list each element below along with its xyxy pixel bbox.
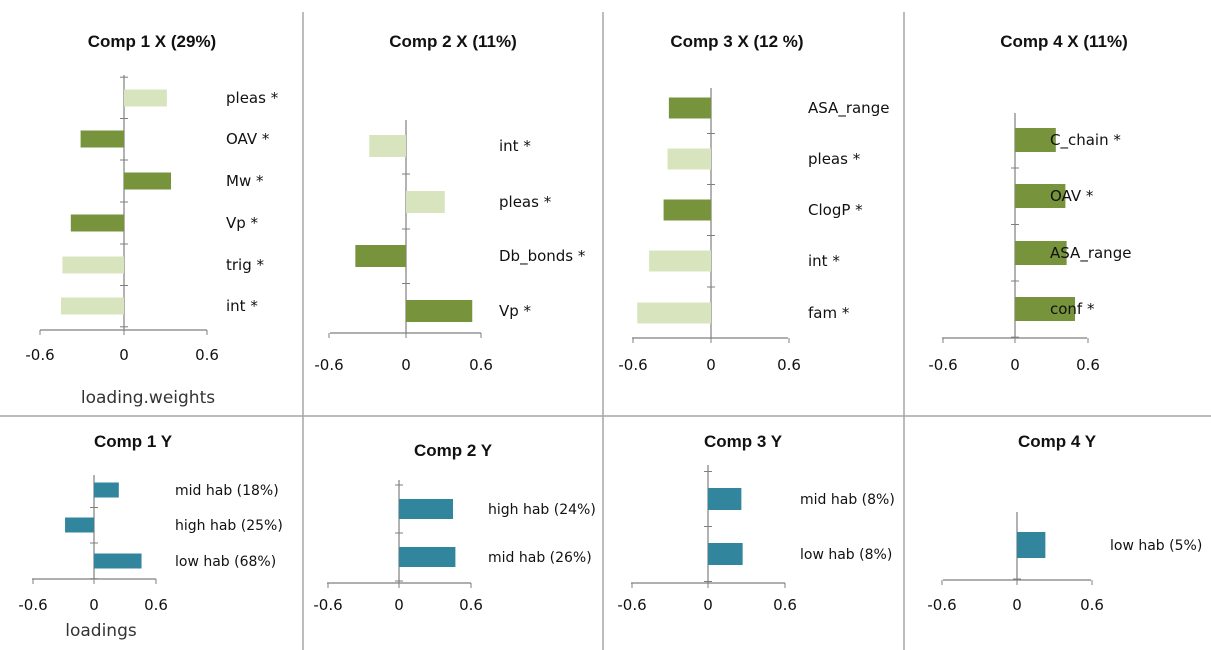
bar-4 [1015, 297, 1075, 321]
x-tick-label: 0 [706, 356, 716, 374]
category-label: ASA_range [808, 99, 889, 118]
bar-2 [667, 148, 711, 170]
chart-title: Comp 4 Y [1018, 432, 1097, 451]
chart-title: Comp 3 X (12 %) [670, 32, 803, 51]
x-tick-label: -0.6 [618, 356, 647, 374]
bar-2 [399, 547, 456, 567]
x-tick-label: 0 [89, 596, 99, 614]
category-label: pleas * [226, 89, 279, 107]
x-tick-label: -0.6 [25, 346, 54, 364]
x-tick-label: 0.6 [469, 356, 493, 374]
category-label: low hab (8%) [800, 547, 892, 563]
category-label: ASA_range [1050, 244, 1131, 263]
bar-3 [1015, 241, 1067, 265]
bar-3 [94, 553, 142, 569]
bar-1 [94, 482, 119, 498]
category-label: int * [226, 297, 258, 315]
x-tick-label: 0.6 [773, 596, 797, 614]
x-axis-title: loading.weights [81, 388, 215, 408]
bar-4 [70, 214, 124, 232]
chart-panel-5: Comp 1 Y -0.6 0 0.6 mid hab (18%) high hab (2… [18, 432, 282, 641]
bar-1 [399, 499, 453, 519]
category-label: mid hab (8%) [800, 492, 895, 508]
chart-title: Comp 2 X (11%) [389, 32, 517, 51]
x-tick-label: -0.6 [927, 596, 956, 614]
category-label: trig * [226, 256, 265, 274]
bar-1 [1015, 128, 1056, 152]
x-tick-label: 0.6 [777, 356, 801, 374]
x-axis-title: loadings [65, 621, 137, 641]
bar-4 [649, 250, 711, 272]
bar-1 [708, 488, 742, 510]
bar-3 [663, 199, 711, 221]
x-tick-label: 0 [703, 596, 713, 614]
bar-4 [406, 300, 473, 322]
category-label: mid hab (18%) [175, 483, 279, 499]
bar-2 [406, 191, 445, 213]
chart-panel-8: Comp 4 Y -0.6 0 0.6 low hab (5%) [927, 432, 1202, 614]
x-tick-label: 0.6 [195, 346, 219, 364]
category-label: Mw * [226, 172, 264, 190]
category-label: Vp * [499, 302, 532, 320]
category-label: Vp * [226, 214, 259, 232]
chart-title: Comp 1 X (29%) [88, 32, 216, 51]
bar-3 [124, 172, 172, 190]
category-label: high hab (24%) [488, 502, 596, 518]
bar-5 [62, 256, 124, 274]
x-tick-label: 0 [394, 596, 404, 614]
category-label: int * [499, 137, 531, 155]
chart-title: Comp 2 Y [414, 441, 493, 460]
category-label: C_chain * [1050, 131, 1121, 150]
category-label: pleas * [808, 150, 861, 168]
category-label: OAV * [226, 130, 270, 148]
chart-title: Comp 1 Y [94, 432, 173, 451]
category-label: fam * [808, 304, 850, 322]
x-tick-label: 0 [119, 346, 129, 364]
x-tick-label: 0.6 [144, 596, 168, 614]
chart-title: Comp 3 Y [704, 432, 783, 451]
x-tick-label: 0.6 [1080, 596, 1104, 614]
chart-panel-1: Comp 1 X (29%) -0.6 0 0.6 pleas * OAV * Mw * Vp… [25, 32, 278, 408]
category-label: int * [808, 252, 840, 270]
bar-6 [61, 297, 124, 315]
x-tick-label: -0.6 [314, 356, 343, 374]
x-tick-label: -0.6 [928, 356, 957, 374]
category-label: low hab (5%) [1110, 538, 1202, 554]
chart-panel-6: Comp 2 Y -0.6 0 0.6 high hab (24%) mid hab (2… [313, 441, 595, 614]
x-tick-label: 0 [1010, 356, 1020, 374]
category-label: ClogP * [808, 201, 863, 219]
chart-panel-2: Comp 2 X (11%) -0.6 0 0.6 int * pleas * Db_bon… [314, 32, 586, 374]
bar-1 [668, 97, 711, 119]
category-label: Db_bonds * [499, 247, 586, 266]
x-tick-label: 0 [401, 356, 411, 374]
x-tick-label: -0.6 [18, 596, 47, 614]
bar-5 [637, 302, 711, 324]
category-label: conf * [1050, 300, 1095, 318]
x-tick-label: 0 [1012, 596, 1022, 614]
chart-panel-7: Comp 3 Y -0.6 0 0.6 mid hab (8%) low hab (8%) [617, 432, 894, 614]
bar-1 [369, 135, 406, 157]
category-label: mid hab (26%) [488, 550, 592, 566]
category-label: high hab (25%) [175, 518, 283, 534]
x-tick-label: -0.6 [617, 596, 646, 614]
bar-2 [80, 130, 124, 148]
category-label: low hab (68%) [175, 554, 276, 570]
chart-panel-4: Comp 4 X (11%) -0.6 0 0.6 C_chain * OAV * ASA_… [928, 32, 1131, 374]
bar-2 [708, 543, 743, 565]
category-label: OAV * [1050, 187, 1094, 205]
x-tick-label: 0.6 [459, 596, 483, 614]
x-tick-label: -0.6 [313, 596, 342, 614]
bar-3 [355, 245, 406, 267]
bar-1 [1017, 532, 1046, 558]
chart-title: Comp 4 X (11%) [1000, 32, 1128, 51]
bar-2 [1015, 184, 1066, 208]
category-label: pleas * [499, 193, 552, 211]
bar-1 [124, 89, 167, 107]
bar-2 [65, 517, 94, 533]
x-tick-label: 0.6 [1076, 356, 1100, 374]
